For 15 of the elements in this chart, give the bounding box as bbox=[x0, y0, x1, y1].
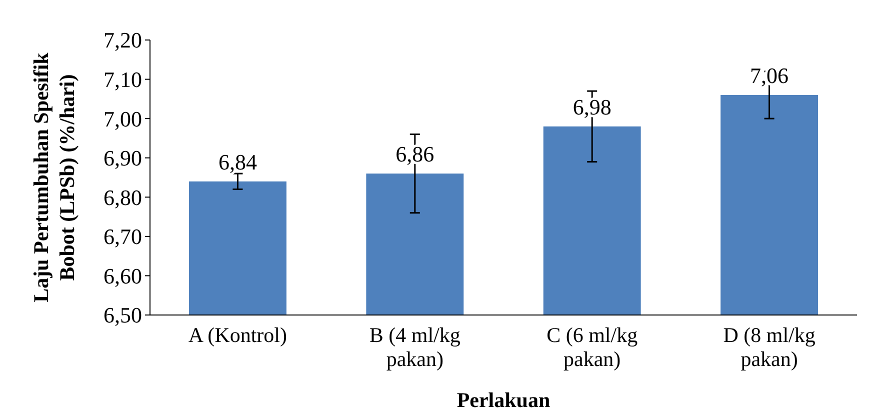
y-tick-label: 6,70 bbox=[104, 224, 142, 250]
y-tick-label: 7,10 bbox=[104, 66, 142, 92]
y-axis-title: Laju Pertumbuhan Spesifik Bobot (LPSb) (%/hari) bbox=[29, 52, 79, 302]
y-tick-label: 7,20 bbox=[104, 28, 142, 53]
x-axis-title: Perlakuan bbox=[456, 388, 550, 412]
y-tick-label: 6,50 bbox=[104, 302, 142, 328]
x-tick-label: B (4 ml/kg pakan) bbox=[369, 323, 461, 371]
x-tick-label: C (6 ml/kg pakan) bbox=[546, 323, 638, 371]
y-tick-label: 6,80 bbox=[104, 184, 142, 210]
y-tick-label: 6,90 bbox=[104, 146, 142, 171]
x-tick-label: D (8 ml/kg pakan) bbox=[723, 323, 816, 371]
x-tick-label: A (Kontrol) bbox=[188, 323, 287, 347]
data-label: 6,84 bbox=[218, 149, 257, 174]
y-tick-label: 6,60 bbox=[104, 263, 142, 288]
y-tick-label: 7,00 bbox=[104, 106, 142, 132]
